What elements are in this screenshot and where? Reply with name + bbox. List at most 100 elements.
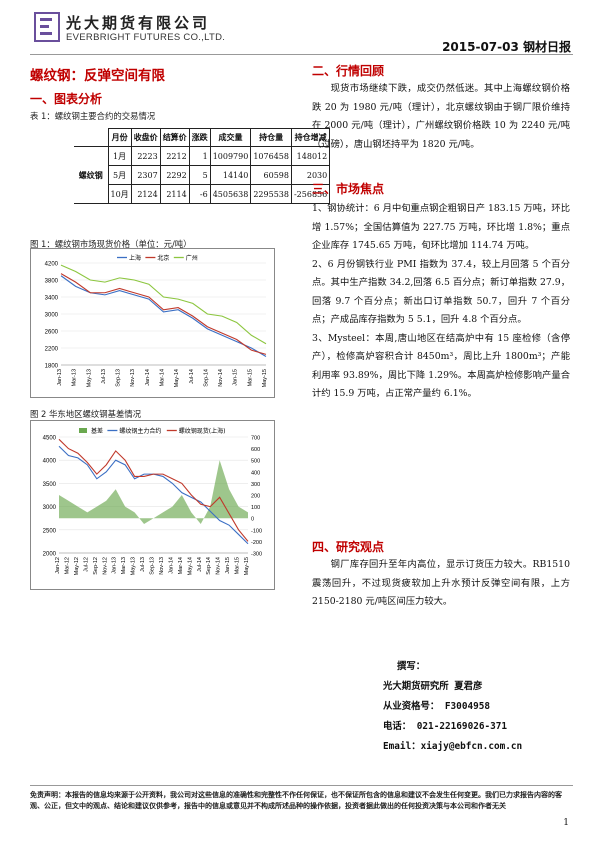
y2-tick-label: -300 (251, 552, 262, 558)
table-cell: 2307 (130, 165, 161, 185)
table-cell: 60598 (250, 165, 292, 185)
series-line-广州 (60, 264, 267, 345)
x-tick-label: Jan-14 (168, 557, 174, 574)
y-tick-label: 3400 (45, 296, 59, 302)
x-tick-label: Nov-13 (130, 369, 136, 387)
x-tick-label: Nov-12 (102, 557, 108, 575)
table-header: 持仓量 (250, 128, 292, 147)
series-area-基差 (59, 460, 248, 524)
table-cell: 14140 (209, 165, 252, 185)
author-email[interactable]: Email：xiajy@ebfcn.com.cn (383, 741, 523, 752)
y2-tick-label: 700 (251, 436, 260, 442)
table-header: 收盘价 (130, 128, 161, 147)
y2-tick-label: 100 (251, 505, 260, 511)
x-tick-label: Jul-13 (101, 369, 107, 384)
contract-trade-table: 月份 收盘价 结算价 涨跌 成交量 持仓量 持仓增减 螺纹钢 1月 2223 2… (74, 128, 331, 204)
x-tick-label: Nov-13 (159, 557, 165, 575)
spot-price-chart: 1800 2200 2600 3000 3400 3800 4200 Jan-13 Mar-13… (30, 248, 275, 398)
company-name-en: EVERBRIGHT FUTURES CO.,LTD. (66, 32, 226, 43)
market-focus-text: 1、钢协统计：6 月中旬重点钢企粗钢日产 183.15 万吨，环比增 1.57%… (312, 200, 570, 404)
table-cell: 1009790 (209, 146, 252, 166)
legend-label: 螺纹钢主力合约 (119, 427, 161, 435)
y2-tick-label: 500 (251, 459, 260, 465)
author-label: 撰写： (397, 661, 426, 672)
table-cell: 2124 (130, 184, 161, 204)
market-review-text: 现货市场继续下跌，成交仍然低迷。其中上海螺纹钢价格跌 20 为 1980 元/吨… (312, 80, 570, 154)
x-tick-label: Sep-14 (206, 557, 212, 575)
y-tick-label: 1800 (45, 364, 59, 370)
x-tick-label: Mar-13 (121, 557, 127, 574)
focus-item: 3、Mysteel：本周,唐山地区在结高炉中有 15 座检修（含停产），检修高炉… (312, 332, 570, 400)
y-tick-label: 2500 (43, 528, 57, 534)
table-cell: 2292 (159, 165, 190, 185)
market-review-para: 现货市场继续下跌，成交仍然低迷。其中上海螺纹钢价格跌 20 为 1980 元/吨… (312, 83, 570, 150)
table-row: 10月 2124 2114 -6 4505638 2295538 -256856 (74, 184, 331, 204)
series-line-螺纹钢现货(上海) (58, 438, 249, 542)
x-tick-label: Mar-15 (235, 557, 241, 574)
chart1-caption: 图 1：螺纹钢市场现货价格（单位：元/吨） (30, 239, 192, 249)
footer-rule (30, 785, 573, 786)
author-phone: 电话： 021-22169026-371 (383, 721, 508, 732)
x-tick-label: Jan-13 (112, 557, 118, 574)
section-market-focus-title: 三、市场焦点 (312, 182, 385, 196)
x-tick-label: May-14 (187, 557, 193, 575)
x-tick-label: Mar-13 (72, 369, 78, 386)
table-cell: 5月 (107, 165, 132, 185)
series-line-上海 (60, 275, 267, 357)
y-tick-label: 3000 (45, 313, 59, 319)
y-tick-label: 3000 (43, 505, 57, 511)
research-view-para: 钢厂库存回升至年内高位，显示订货压力较大。RB1510 震荡回升，不过现货疲软加… (312, 559, 570, 607)
x-tick-label: Sep-12 (93, 557, 99, 575)
author-license: 从业资格号： F3004958 (383, 701, 491, 712)
y-tick-label: 4200 (45, 262, 59, 268)
table-header: 涨跌 (188, 128, 211, 147)
table-row: 5月 2307 2292 5 14140 60598 2030 (74, 165, 331, 185)
table-cell: 2223 (130, 146, 161, 166)
y-tick-label: 4500 (43, 436, 57, 442)
header-rule (30, 54, 573, 55)
y-tick-label: 2200 (45, 347, 59, 353)
table-cell: 1076458 (250, 146, 292, 166)
legend-label: 广州 (186, 254, 198, 262)
x-tick-label: Jul-12 (83, 557, 89, 572)
x-tick-label: Nov-14 (218, 369, 224, 387)
y-tick-label: 4000 (43, 459, 57, 465)
y-tick-label: 2600 (45, 330, 59, 336)
x-tick-label: May-13 (86, 369, 92, 387)
focus-item: 1、钢协统计：6 月中旬重点钢企粗钢日产 183.15 万吨，环比增 1.57%… (312, 203, 570, 251)
table-cell: -256856 (290, 184, 331, 204)
legend-swatch (79, 428, 87, 433)
table-cell: 2212 (159, 146, 190, 166)
x-tick-label: Mar-14 (160, 369, 166, 386)
x-tick-label: Jul-14 (189, 369, 195, 384)
x-tick-label: Jan-14 (145, 369, 151, 386)
x-tick-label: Jul-14 (197, 557, 203, 572)
disclaimer-text: 免责声明：本报告的信息均来源于公开资料，我公司对这些信息的准确性和完整性不作任何… (30, 791, 562, 810)
y2-tick-label: -100 (251, 528, 262, 534)
table-cell: 10月 (107, 184, 132, 204)
report-date-title: 2015-07-03 钢材日报 (442, 40, 571, 54)
y2-tick-label: 400 (251, 470, 260, 476)
table-caption: 表 1：螺纹钢主要合约的交易情况 (30, 111, 156, 121)
y-tick-label: 2000 (43, 552, 57, 558)
table-cell: 5 (188, 165, 211, 185)
y2-tick-label: 0 (251, 517, 254, 523)
legend-label: 上海 (129, 254, 141, 262)
table-header: 月份 (107, 128, 132, 147)
x-tick-label: Sep-13 (116, 369, 122, 387)
table-cell: 2295538 (250, 184, 292, 204)
x-tick-label: May-12 (74, 557, 80, 575)
x-tick-label: Jan-15 (233, 369, 239, 386)
page-number: 1 (563, 818, 569, 828)
legend-label: 螺纹钢现货(上海) (179, 427, 226, 435)
y2-tick-label: -200 (251, 540, 262, 546)
x-tick-label: May-14 (174, 369, 180, 387)
focus-item: 2、6 月份钢铁行业 PMI 指数为 37.4，较上月回落 5 个百分点。其中生… (312, 258, 570, 326)
x-tick-label: Mar-12 (64, 557, 70, 574)
section-research-view-title: 四、研究观点 (312, 540, 385, 554)
symbol-cell: 螺纹钢 (74, 146, 109, 204)
company-logo (34, 12, 60, 42)
report-headline: 螺纹钢：反弹空间有限 (30, 68, 165, 84)
legend-label: 北京 (157, 254, 169, 262)
